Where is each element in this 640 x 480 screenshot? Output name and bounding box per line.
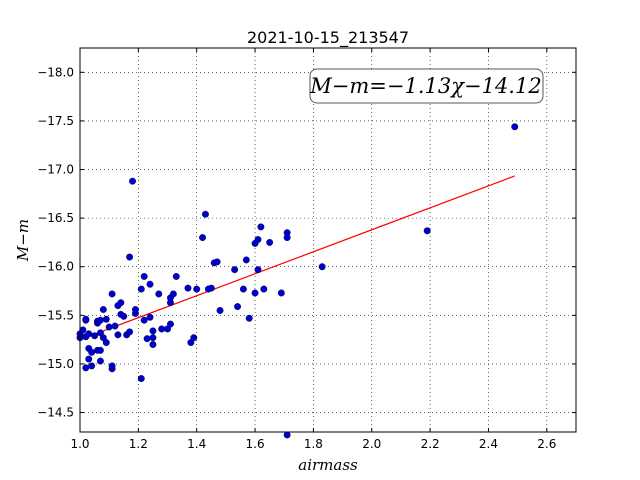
- y-tick-label: −16.0: [37, 260, 74, 274]
- x-tick-label: 2.0: [362, 437, 381, 451]
- fit-line: [79, 175, 515, 341]
- data-point: [193, 285, 201, 293]
- data-point: [231, 266, 239, 274]
- data-point: [283, 431, 291, 439]
- data-point: [169, 290, 177, 298]
- x-tick-label: 2.6: [537, 437, 556, 451]
- data-point: [88, 348, 96, 356]
- data-point: [149, 334, 157, 342]
- y-tick-label: −17.5: [37, 114, 74, 128]
- data-point: [140, 316, 148, 324]
- data-points: [76, 123, 519, 439]
- data-point: [190, 334, 198, 342]
- data-point: [117, 299, 125, 307]
- y-tick-labels: −14.5 −15.0 −15.5 −16.0 −16.5 −17.0 −17.5 −18.0: [37, 65, 74, 419]
- data-point: [146, 280, 154, 288]
- y-tick-label: −15.5: [37, 308, 74, 322]
- y-tick-label: −16.5: [37, 211, 74, 225]
- x-tick-label: 2.2: [421, 437, 440, 451]
- data-point: [82, 364, 90, 372]
- data-point: [213, 258, 221, 266]
- data-point: [126, 328, 134, 336]
- y-tick-label: −15.0: [37, 357, 74, 371]
- data-point: [79, 326, 87, 334]
- data-point: [96, 357, 104, 365]
- x-axis-label: airmass: [298, 456, 358, 474]
- data-point: [114, 331, 122, 339]
- chart-title: 2021-10-15_213547: [247, 28, 409, 48]
- axis-ticks: [79, 48, 576, 432]
- data-point: [149, 327, 157, 335]
- x-tick-label: 1.2: [129, 437, 148, 451]
- data-point: [318, 263, 326, 271]
- data-point: [88, 362, 96, 370]
- y-tick-label: −18.0: [37, 65, 74, 79]
- data-point: [102, 339, 110, 347]
- data-point: [239, 285, 247, 293]
- y-axis-label: M−m: [14, 219, 32, 262]
- data-point: [254, 266, 262, 274]
- data-point: [126, 253, 134, 261]
- data-point: [149, 341, 157, 348]
- data-point: [143, 335, 151, 343]
- data-point: [99, 306, 107, 313]
- data-point: [234, 303, 242, 311]
- data-point: [82, 315, 90, 323]
- data-point: [166, 320, 174, 328]
- data-point: [137, 285, 145, 293]
- annotation-box: [309, 68, 544, 104]
- x-tick-label: 2.4: [479, 437, 498, 451]
- data-point: [260, 285, 268, 293]
- x-tick-label: 1.6: [246, 437, 265, 451]
- grid: [79, 48, 576, 432]
- data-point: [199, 234, 206, 242]
- plot-area: [80, 48, 576, 432]
- x-tick-label: 1.0: [70, 437, 89, 451]
- data-point: [91, 332, 99, 340]
- data-point: [96, 346, 104, 354]
- data-point: [283, 229, 291, 237]
- data-point: [108, 290, 116, 298]
- data-point: [511, 123, 519, 131]
- data-point: [423, 227, 431, 235]
- data-point: [96, 316, 104, 324]
- fit-annotation: M−m=−1.13χ−14.12: [309, 68, 544, 104]
- data-point: [131, 306, 139, 313]
- y-tick-label: −17.0: [37, 163, 74, 177]
- data-point: [251, 289, 259, 297]
- data-point: [155, 290, 163, 298]
- data-point: [120, 312, 128, 320]
- data-point: [242, 256, 250, 264]
- x-tick-label: 1.4: [187, 437, 206, 451]
- data-point: [254, 236, 262, 243]
- data-point: [172, 273, 180, 280]
- data-point: [266, 238, 274, 246]
- data-point: [245, 314, 253, 322]
- fit-line-layer: [79, 175, 515, 341]
- data-point: [137, 375, 145, 382]
- data-point: [85, 355, 93, 363]
- data-point: [102, 315, 110, 323]
- data-point: [207, 284, 215, 292]
- data-point: [129, 177, 136, 185]
- data-point: [85, 330, 93, 338]
- data-point: [140, 273, 148, 280]
- annotation-text: M−m=−1.13χ−14.12: [309, 74, 541, 98]
- x-tick-label: 1.8: [304, 437, 323, 451]
- data-point: [105, 323, 113, 331]
- data-point: [111, 322, 119, 330]
- data-point: [202, 210, 209, 218]
- data-point: [146, 313, 154, 321]
- data-point: [277, 289, 285, 297]
- x-tick-labels: 1.0 1.2 1.4 1.6 1.8 2.0 2.2 2.4 2.6: [70, 437, 556, 451]
- data-point: [257, 223, 265, 231]
- y-tick-label: −14.5: [37, 406, 74, 420]
- data-point: [216, 307, 224, 314]
- data-point: [158, 325, 166, 333]
- data-point: [108, 362, 116, 370]
- plot-frame: [79, 47, 577, 433]
- data-point: [184, 284, 192, 292]
